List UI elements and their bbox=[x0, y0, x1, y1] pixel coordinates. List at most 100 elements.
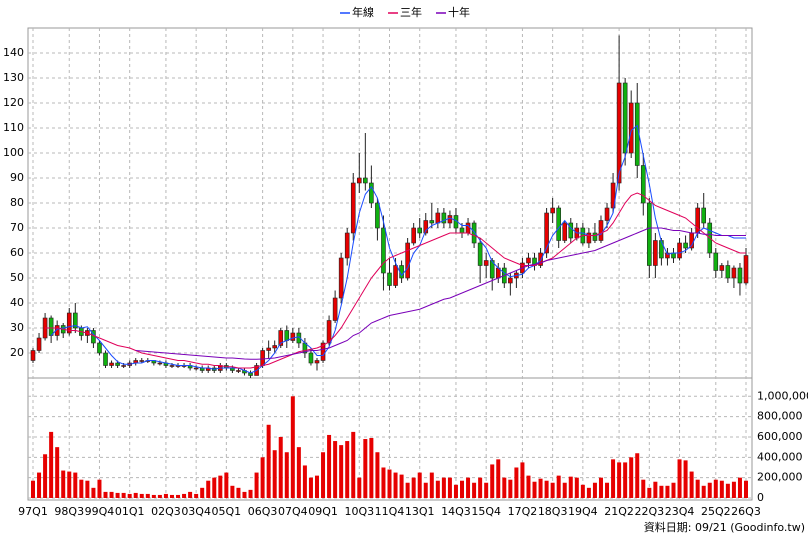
volume-bar bbox=[206, 480, 211, 498]
candle-body bbox=[157, 362, 163, 365]
candle-body bbox=[737, 267, 743, 284]
x-tick-label: 07Q4 bbox=[278, 505, 308, 518]
candle-body bbox=[556, 207, 561, 241]
x-tick-label: 14Q3 bbox=[441, 505, 471, 518]
ma-line bbox=[50, 124, 746, 374]
volume-bar bbox=[562, 482, 567, 498]
y2-tick-label: 800,000 bbox=[757, 410, 803, 423]
volume-bar bbox=[478, 477, 483, 498]
candle-body bbox=[381, 227, 386, 274]
x-tick-label: 17Q2 bbox=[508, 505, 538, 518]
candle-body bbox=[272, 345, 277, 349]
volume-bar bbox=[194, 493, 199, 498]
volume-bar bbox=[417, 472, 422, 498]
volume-bar bbox=[133, 492, 138, 498]
volume-bar bbox=[659, 485, 664, 498]
volume-bar bbox=[369, 438, 374, 498]
candle-body bbox=[54, 325, 60, 336]
volume-bar bbox=[375, 452, 380, 498]
volume-bar bbox=[188, 491, 193, 498]
x-tick-label: 19Q4 bbox=[568, 505, 598, 518]
volume-bar bbox=[550, 482, 555, 498]
volume-bar bbox=[151, 494, 156, 498]
volume-bar bbox=[55, 447, 60, 498]
candle-body bbox=[393, 265, 398, 286]
candle-body bbox=[550, 207, 555, 214]
candle-body bbox=[109, 362, 114, 366]
candle-body bbox=[332, 297, 338, 321]
volume-bar bbox=[79, 479, 84, 498]
candle-body bbox=[610, 182, 616, 209]
volume-bar bbox=[617, 462, 622, 498]
candle-body bbox=[743, 255, 749, 284]
volume-bar bbox=[157, 494, 162, 498]
volume-bar bbox=[713, 479, 718, 498]
volume-bar bbox=[296, 447, 301, 498]
volume-bar bbox=[598, 477, 603, 498]
candle-body bbox=[411, 227, 416, 244]
volume-bar bbox=[574, 477, 579, 498]
volume-bar bbox=[163, 493, 168, 498]
candle-body bbox=[423, 220, 429, 234]
y-tick-label: 60 bbox=[10, 246, 24, 259]
candle-body bbox=[435, 212, 441, 224]
candle-body bbox=[36, 337, 42, 351]
candle-body bbox=[72, 312, 78, 329]
volume-bar bbox=[429, 472, 434, 498]
volume-bar bbox=[592, 482, 597, 498]
candle-body bbox=[121, 365, 126, 367]
x-tick-label: 05Q1 bbox=[212, 505, 242, 518]
volume-bar bbox=[145, 493, 150, 498]
candle-body bbox=[369, 182, 374, 204]
x-tick-label: 02Q3 bbox=[151, 505, 181, 518]
candle-body bbox=[616, 82, 622, 184]
footnote: 資料日期: 09/21 (Goodinfo.tw) bbox=[644, 520, 805, 534]
x-tick-label: 11Q4 bbox=[375, 505, 405, 518]
x-tick-label: 97Q1 bbox=[18, 505, 48, 518]
volume-bar bbox=[254, 472, 259, 498]
volume-bar bbox=[405, 482, 410, 498]
candle-body bbox=[441, 212, 447, 224]
candle-body bbox=[538, 252, 543, 266]
candle-body bbox=[169, 365, 175, 367]
y2-tick-label: 400,000 bbox=[757, 450, 803, 463]
x-tick-label: 18Q3 bbox=[538, 505, 568, 518]
volume-bar bbox=[327, 434, 332, 498]
x-tick-label: 06Q3 bbox=[248, 505, 278, 518]
volume-bar bbox=[85, 480, 90, 498]
y-tick-label: 110 bbox=[3, 121, 24, 134]
y-tick-label: 80 bbox=[10, 196, 24, 209]
volume-bar bbox=[744, 480, 748, 498]
y-tick-label: 50 bbox=[10, 271, 24, 284]
volume-bar bbox=[272, 450, 277, 498]
volume-bar bbox=[278, 436, 283, 498]
volume-bar bbox=[490, 464, 495, 498]
candle-body bbox=[683, 242, 688, 249]
candle-body bbox=[586, 232, 592, 244]
candle-body bbox=[544, 212, 549, 254]
volume-bar bbox=[514, 467, 519, 498]
volume-bar bbox=[357, 477, 362, 498]
candle-body bbox=[417, 227, 423, 234]
volume-bar bbox=[411, 477, 416, 498]
x-tick-label: 10Q3 bbox=[344, 505, 374, 518]
candle-body bbox=[338, 257, 344, 299]
candle-body bbox=[290, 332, 296, 341]
candle-body bbox=[489, 260, 495, 279]
candle-body bbox=[103, 352, 108, 366]
candle-body bbox=[326, 320, 332, 344]
x-tick-label: 99Q4 bbox=[85, 505, 115, 518]
candle-body bbox=[30, 350, 36, 361]
x-tick-label: 03Q4 bbox=[181, 505, 211, 518]
volume-bar bbox=[647, 487, 652, 498]
volume-bar bbox=[695, 479, 700, 498]
x-tick-label: 26Q3 bbox=[731, 505, 761, 518]
volume-bar bbox=[176, 494, 181, 498]
candle-body bbox=[260, 350, 265, 366]
candle-body bbox=[459, 227, 465, 234]
candle-body bbox=[592, 232, 598, 241]
candle-body bbox=[653, 240, 658, 266]
candle-body bbox=[266, 347, 271, 351]
volume-bar bbox=[169, 494, 174, 498]
